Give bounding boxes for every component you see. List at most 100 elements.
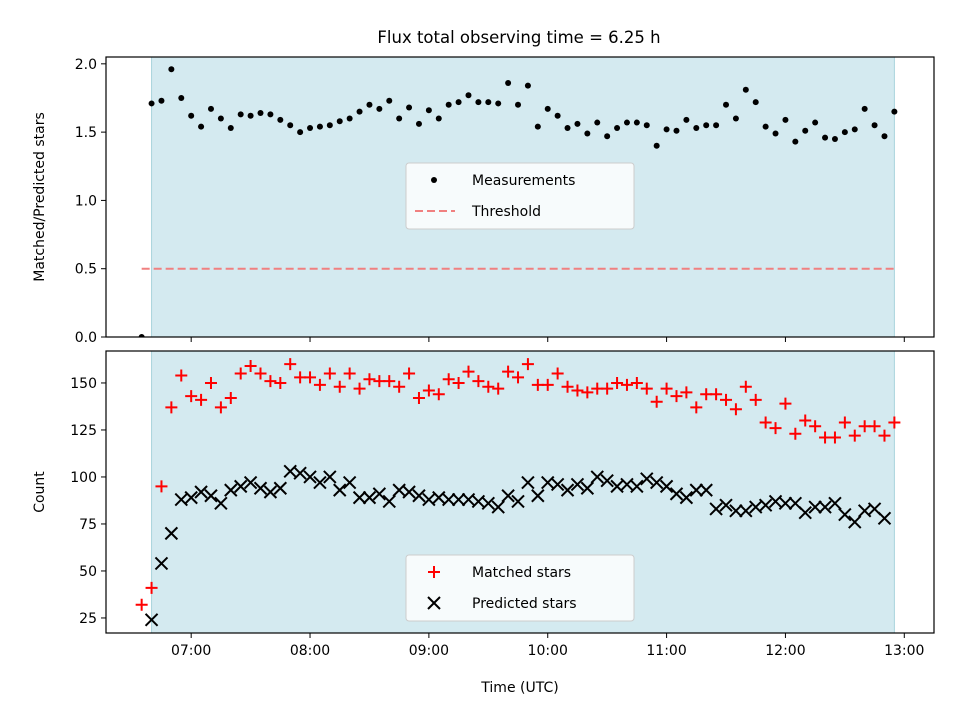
predicted-stars-point: [640, 472, 654, 486]
predicted-stars-point: [719, 498, 733, 512]
measurement-point: [693, 125, 700, 132]
matched-stars-point: [769, 422, 782, 435]
predicted-stars-point: [600, 474, 614, 488]
measurement-point: [316, 123, 323, 130]
matched-stars-point: [412, 392, 425, 404]
measurement-point: [802, 127, 809, 134]
y-tick-label: 100: [70, 470, 97, 486]
legend-label: Measurements: [472, 173, 575, 189]
predicted-stars-point: [828, 496, 842, 510]
legend-box: [405, 554, 635, 622]
measurement-point: [643, 122, 650, 129]
predicted-stars-point: [729, 504, 743, 518]
matched-stars-point: [799, 414, 812, 427]
bottom-panel: 25 50 75 100 125 150 07:00 08:00 09:00 10:00 11:00…: [32, 350, 935, 696]
matched-stars-point: [432, 388, 445, 401]
measurement-point: [604, 133, 611, 140]
predicted-stars-point: [580, 481, 595, 495]
chart-title: Flux total observing time = 6.25 h: [377, 28, 660, 47]
matched-stars-point: [353, 382, 366, 395]
y-tick-label: 75: [79, 517, 97, 533]
legend-label: Predicted stars: [472, 596, 577, 612]
matched-stars-point: [739, 380, 752, 393]
matched-stars-point: [571, 384, 584, 397]
measurement-point: [614, 125, 621, 132]
measurement-point: [772, 130, 779, 137]
x-tick-label: 07:00: [171, 643, 211, 659]
x-tick-label: 09:00: [409, 643, 449, 659]
measurement-point: [782, 116, 789, 123]
measurement-point: [505, 79, 512, 86]
measurement-point: [524, 82, 531, 89]
measurement-point: [683, 116, 690, 123]
y-tick-label: 0.0: [75, 330, 97, 346]
measurement-point: [841, 129, 848, 136]
matched-stars-point: [165, 401, 178, 414]
matched-stars-point: [710, 388, 723, 401]
plot-frame: [105, 350, 935, 634]
predicted-stars-point: [451, 492, 466, 507]
matched-stars-point: [809, 420, 822, 433]
measurement-point: [713, 122, 720, 129]
predicted-stars-point: [669, 487, 684, 501]
y-tick-label: 1.0: [75, 193, 97, 209]
predicted-stars-point: [570, 477, 585, 492]
measurement-point: [574, 120, 581, 127]
predicted-stars-point: [758, 498, 773, 512]
measurement-point: [752, 99, 759, 106]
predicted-stars-point: [362, 490, 377, 505]
measurement-point: [584, 130, 591, 137]
matched-stars-point: [512, 371, 525, 384]
measurement-point: [673, 127, 680, 134]
matched-stars-point: [680, 386, 693, 399]
measurement-point: [227, 125, 234, 132]
matched-stars-point: [502, 365, 515, 378]
x-tick-label: 13:00: [884, 643, 924, 659]
legend: Measurements Threshold: [405, 162, 635, 230]
measurement-point: [534, 123, 541, 130]
matched-stars-point: [363, 373, 376, 386]
matched-stars-point: [620, 378, 633, 391]
predicted-stars-point: [273, 481, 288, 495]
matched-stars-point: [422, 384, 435, 397]
predicted-stars-point: [303, 470, 317, 484]
matched-stars-point: [482, 380, 495, 393]
matched-stars-point: [779, 397, 792, 410]
matched-stars-point: [838, 416, 851, 429]
predicted-stars-point: [412, 489, 426, 503]
y-tick-label: 50: [79, 564, 97, 580]
y-tick-label: 1.5: [75, 125, 97, 141]
measurement-point: [455, 99, 462, 106]
measurement-point: [257, 110, 264, 116]
measurement-point: [406, 104, 413, 111]
measurement-point: [762, 123, 769, 130]
matched-stars-point: [155, 480, 168, 493]
measurement-point: [326, 122, 333, 129]
matched-stars-point: [630, 376, 643, 389]
matched-stars-point: [343, 367, 356, 380]
legend-measurement-marker: [431, 177, 437, 183]
predicted-stars-point: [333, 483, 347, 497]
matched-stars-point: [214, 401, 227, 414]
matched-stars-point: [888, 416, 901, 429]
measurement-point: [376, 105, 383, 112]
predicted-stars-point: [323, 470, 337, 484]
measurement-point: [415, 120, 422, 127]
predicted-stars-point: [491, 500, 505, 514]
y-tick-label: 25: [79, 611, 97, 627]
x-tick-label: 11:00: [646, 643, 686, 659]
measurement-point: [425, 107, 432, 114]
predicted-stars-point: [214, 496, 228, 510]
measurement-point: [168, 66, 175, 73]
predicted-stars-point: [293, 466, 307, 480]
predicted-stars-point: [848, 515, 862, 529]
predicted-stars-point: [194, 485, 208, 499]
measurement-point: [871, 122, 878, 129]
measurement-point: [653, 142, 660, 149]
measurement-point: [148, 100, 155, 107]
legend: Matched stars Predicted stars: [405, 554, 635, 622]
y-tick-label: 125: [70, 423, 97, 439]
matched-stars-point: [313, 378, 326, 391]
measurement-point: [851, 126, 858, 133]
